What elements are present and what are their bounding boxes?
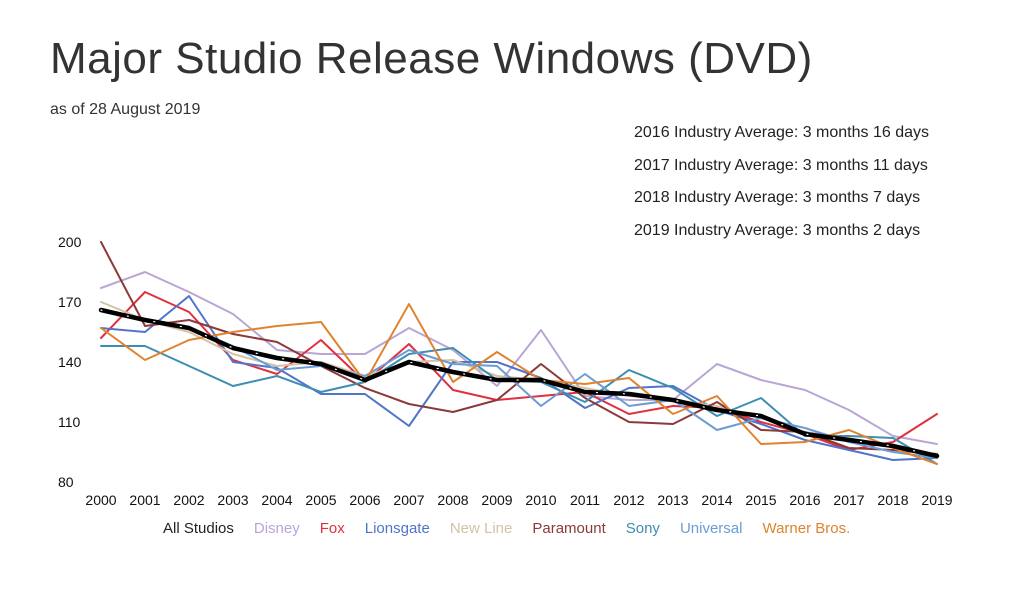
x-tick-label: 2016 [789,492,820,508]
legend-universal: Universal [679,520,743,537]
x-tick-label: 2018 [877,492,908,508]
industry-average-2018: 2018 Industry Average: 3 months 7 days [634,189,921,206]
legend-new-line: New Line [449,520,513,537]
x-tick-label: 2009 [481,492,512,508]
x-tick-label: 2002 [173,492,204,508]
series-line-all-studios [98,307,940,459]
series-line-lionsgate [100,295,938,461]
x-tick-label: 2006 [349,492,380,508]
chart-subtitle: as of 28 August 2019 [50,101,201,118]
legend-warner-bros: Warner Bros. [762,520,851,537]
x-tick-label: 2015 [745,492,776,508]
y-tick-label: 200 [58,234,82,250]
y-tick-label: 170 [58,294,82,310]
legend-disney: Disney [253,520,300,537]
industry-average-2017: 2017 Industry Average: 3 months 11 days [634,156,928,174]
x-tick-label: 2004 [261,492,292,508]
x-tick-label: 2013 [657,492,688,508]
series-line-disney [100,271,938,445]
x-tick-label: 2000 [85,492,116,508]
y-tick-label: 80 [58,474,74,490]
x-tick-label: 2017 [833,492,864,508]
x-tick-label: 2003 [217,492,248,508]
x-tick-label: 2014 [701,492,732,508]
x-tick-label: 2012 [613,492,644,508]
industry-averages-list: 2016 Industry Average: 3 months 16 days … [634,122,929,252]
legend-sony: Sony [625,520,660,537]
legend-lionsgate: Lionsgate [364,520,430,537]
series-line-sony [100,345,938,465]
y-tick-label: 140 [58,354,82,370]
y-tick-label: 110 [58,414,81,430]
x-tick-label: 2007 [393,492,424,508]
x-tick-label: 2008 [437,492,468,508]
x-tick-label: 2005 [305,492,336,508]
series-line-warner-bros [100,303,938,465]
x-tick-label: 2010 [525,492,556,508]
industry-average-2019: 2019 Industry Average: 3 months 2 days [634,221,921,239]
x-tick-label: 2001 [129,492,160,508]
legend-fox: Fox [319,520,345,537]
legend-all-studios: All Studios [163,520,234,537]
series-line-paramount [100,241,938,455]
legend-paramount: Paramount [532,520,606,537]
chart-title: Major Studio Release Windows (DVD) [50,34,813,83]
industry-average-2016: 2016 Industry Average: 3 months 16 days [634,124,930,141]
x-tick-label: 2011 [570,492,600,508]
chart-legend: All Studios Disney Fox Lionsgate New Lin… [163,520,870,537]
x-tick-label: 2019 [921,492,952,508]
